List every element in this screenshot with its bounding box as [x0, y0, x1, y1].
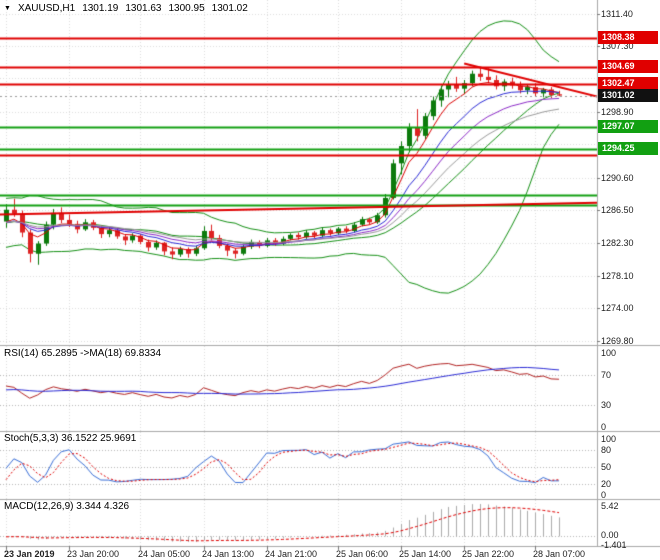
chart-info-bar: ▼ XAUUSD,H1 1301.19 1301.63 1300.95 1301… [4, 3, 248, 14]
ohlc-low-value: 1300.95 [168, 3, 205, 14]
rsi-indicator-label: RSI(14) 65.2895 ->MA(18) 69.8334 [4, 348, 162, 359]
ohlc-high-value: 1301.63 [125, 3, 162, 14]
macd-indicator-label: MACD(12,26,9) 3.344 4.326 [4, 501, 130, 512]
symbol-timeframe-label: XAUUSD,H1 [17, 3, 76, 14]
stochastic-indicator-label: Stoch(5,3,3) 36.1522 25.9691 [4, 433, 137, 444]
ohlc-close-value: 1301.02 [211, 3, 248, 14]
symbol-dropdown-icon[interactable]: ▼ [4, 4, 11, 12]
ohlc-open-value: 1301.19 [82, 3, 119, 14]
